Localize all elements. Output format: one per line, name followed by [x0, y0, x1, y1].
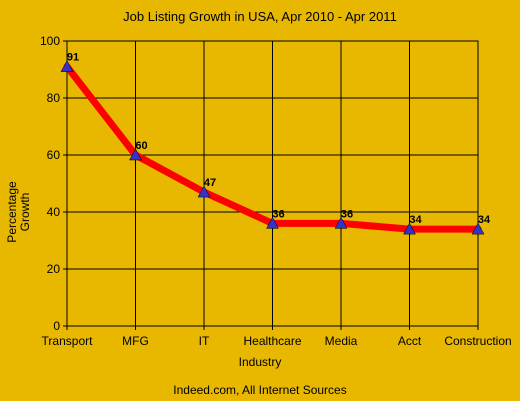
x-tick-label: Construction: [444, 334, 511, 348]
x-tick-label: Media: [325, 334, 358, 348]
data-point: [403, 222, 416, 235]
data-point: [129, 148, 142, 161]
series: [60, 60, 485, 235]
y-axis-label-line-1: Percentage: [5, 181, 19, 243]
x-axis-ticks: Transport MFG IT Healthcare Media Acct Constru…: [42, 326, 512, 348]
y-tick-label: 20: [47, 262, 61, 276]
x-tick-label: MFG: [122, 334, 149, 348]
data-label: 47: [204, 177, 216, 189]
x-tick-label: Transport: [42, 334, 94, 348]
data-label: 36: [272, 208, 284, 220]
x-tick-label: Healthcare: [243, 334, 301, 348]
source-note: Indeed.com, All Internet Sources: [173, 383, 346, 397]
y-axis-label-line-2: Growth: [18, 193, 32, 232]
data-label: 36: [341, 208, 353, 220]
y-tick-label: 60: [47, 148, 61, 162]
y-tick-label: 40: [47, 205, 61, 219]
data-labels: 91 60 47 36 36 34 34: [67, 52, 491, 226]
y-tick-label: 80: [47, 91, 61, 105]
data-label: 34: [409, 214, 422, 226]
data-label: 34: [478, 214, 491, 226]
y-tick-label: 100: [40, 34, 60, 48]
x-tick-label: Acct: [398, 334, 422, 348]
data-point: [266, 216, 279, 229]
data-point: [471, 222, 485, 235]
data-point: [60, 60, 74, 72]
x-tick-label: IT: [199, 334, 210, 348]
y-axis-label: Percentage Growth: [5, 181, 32, 243]
y-tick-label: 0: [53, 319, 60, 333]
y-axis-ticks: 0 20 40 60 80 100: [40, 34, 67, 333]
data-point: [334, 216, 348, 229]
chart-title: Job Listing Growth in USA, Apr 2010 - Ap…: [123, 9, 397, 24]
data-point: [197, 185, 211, 198]
data-label: 60: [135, 140, 147, 152]
x-axis-label: Industry: [239, 355, 282, 369]
data-label: 91: [67, 52, 79, 64]
grid: [66, 40, 479, 327]
